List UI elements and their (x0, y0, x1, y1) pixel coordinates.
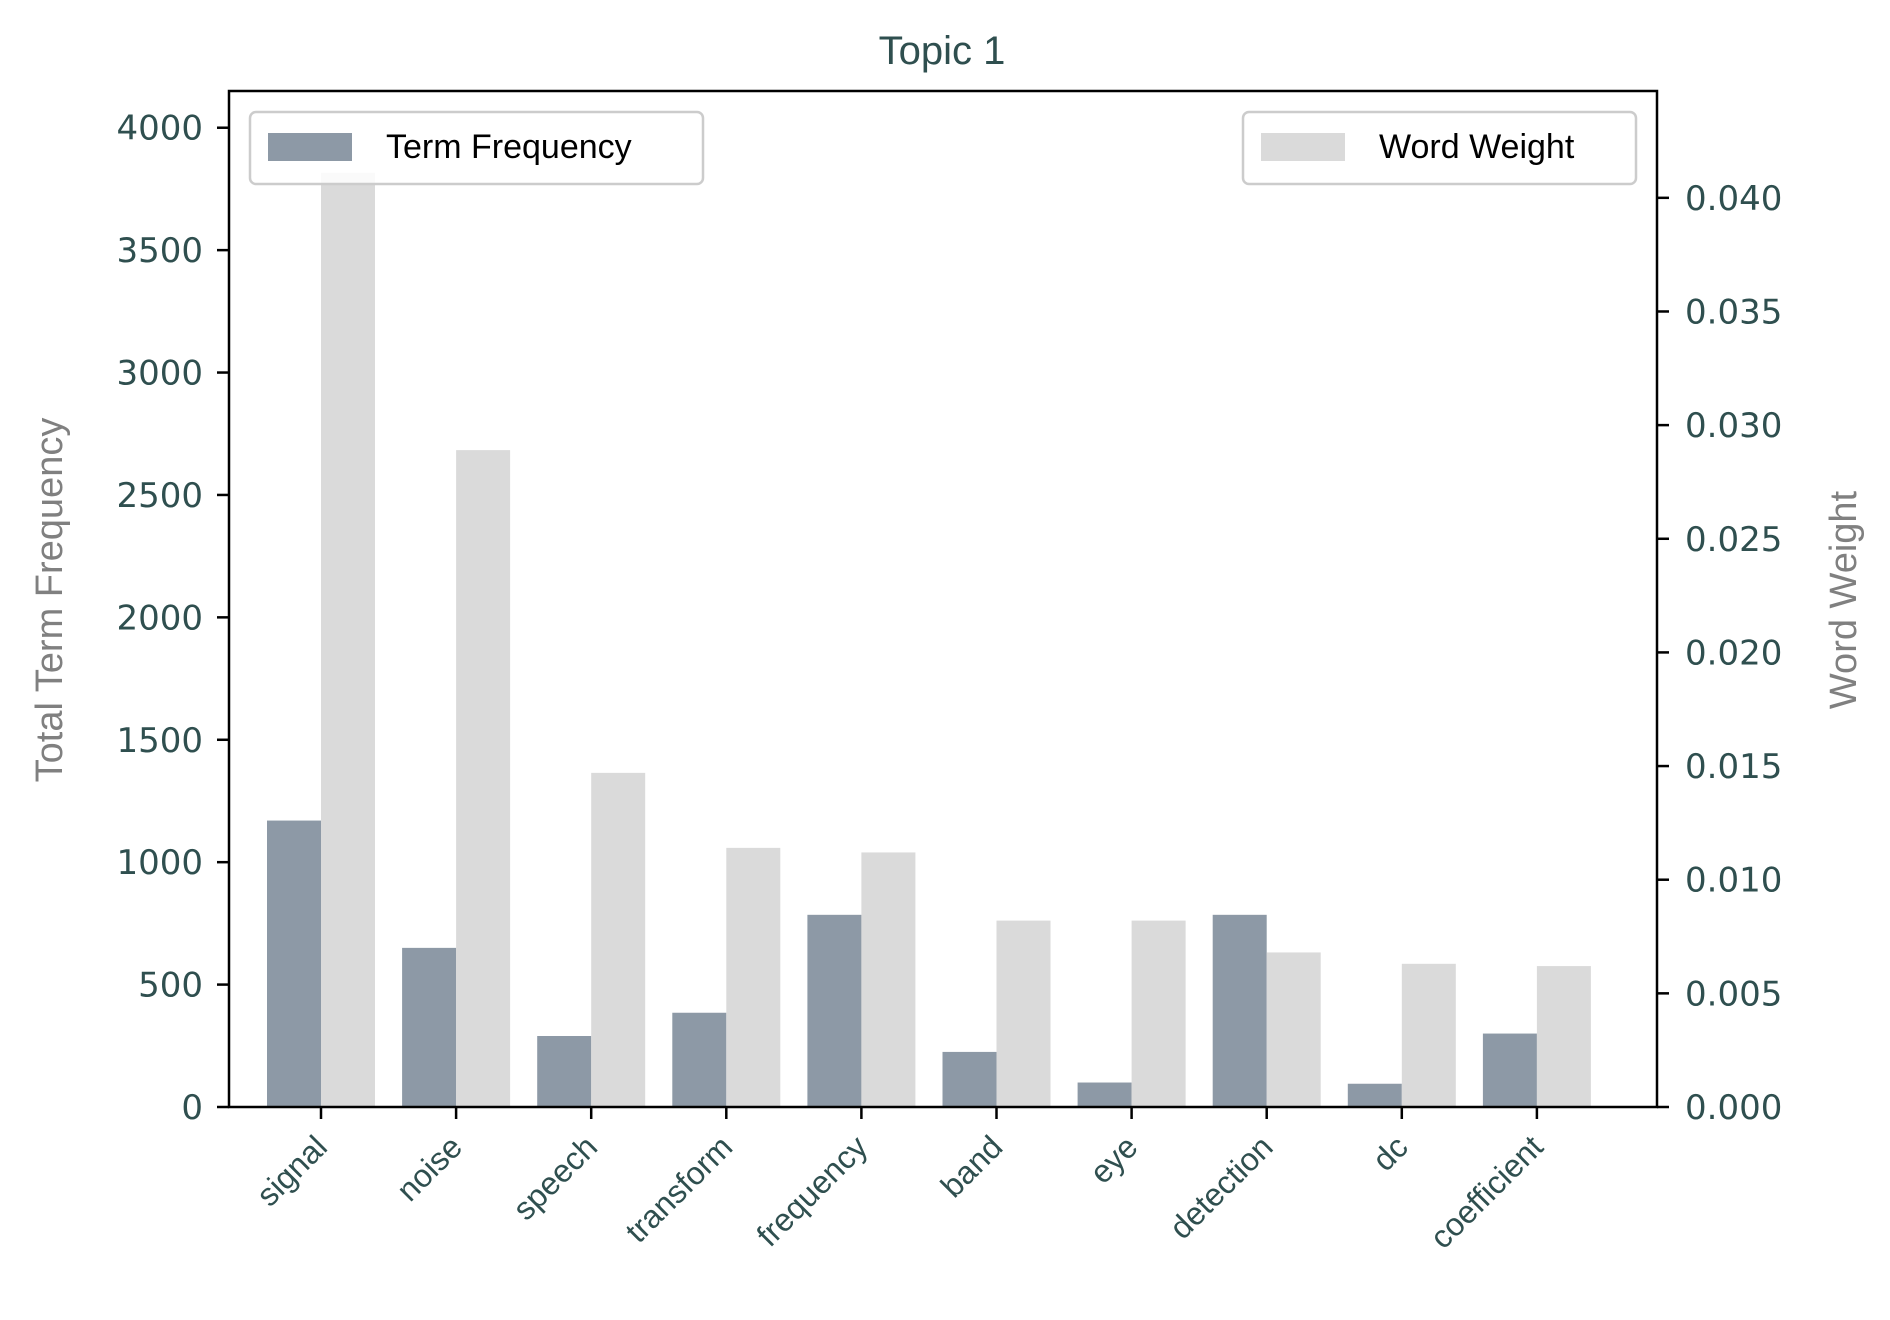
plot-frame (227, 89, 1659, 1109)
bar-term-frequency-detection (1212, 914, 1267, 1107)
legend-word-weight-frame (1241, 110, 1638, 186)
x-tick-label-dc: dc (1365, 1128, 1414, 1177)
right-y-tick-label: 0.000 (1685, 1088, 1782, 1128)
bar-word-weight-band (996, 920, 1051, 1107)
bar-word-weight-frequency (861, 852, 916, 1107)
bar-word-weight-dc (1401, 963, 1456, 1107)
right-y-tick-label: 0.035 (1685, 292, 1782, 332)
legend-term-frequency-frame (248, 110, 705, 186)
left-y-tick-label: 2500 (116, 476, 203, 516)
bar-word-weight-eye (1131, 920, 1186, 1107)
bar-word-weight-noise (456, 450, 511, 1107)
x-tick-label-noise: noise (390, 1128, 470, 1208)
x-tick-label-eye: eye (1083, 1128, 1145, 1190)
x-tick-label-transform: transform (618, 1128, 739, 1249)
right-y-tick-label: 0.025 (1685, 520, 1782, 560)
bar-term-frequency-dc (1347, 1083, 1402, 1107)
bar-term-frequency-signal (267, 820, 321, 1107)
left-y-tick-label: 500 (138, 966, 203, 1006)
bar-word-weight-coefficient (1536, 966, 1591, 1107)
word-weight-bars (321, 172, 1591, 1107)
bar-word-weight-detection (1266, 952, 1321, 1107)
term-frequency-bars (267, 820, 1537, 1107)
bar-term-frequency-transform (672, 1012, 727, 1107)
right-y-axis-label: Word Weight (1823, 490, 1865, 709)
bar-term-frequency-frequency (807, 914, 862, 1107)
bar-term-frequency-eye (1077, 1082, 1132, 1107)
bar-term-frequency-coefficient (1482, 1033, 1537, 1107)
right-y-tick-label: 0.020 (1685, 633, 1782, 673)
right-y-tick-label: 0.015 (1685, 747, 1782, 787)
left-y-axis-label: Total Term Frequency (29, 418, 71, 783)
x-tick-label-coefficient: coefficient (1423, 1128, 1550, 1255)
left-y-tick-label: 1500 (116, 721, 203, 761)
left-y-tick-label: 0 (181, 1088, 203, 1128)
bar-term-frequency-noise (402, 947, 457, 1107)
left-y-tick-label: 3000 (116, 354, 203, 394)
right-y-axis-ticks: 0.000 0.005 0.010 0.015 0.020 0.025 0.030 0.035… (1657, 179, 1782, 1128)
right-y-tick-label: 0.005 (1685, 974, 1782, 1014)
x-tick-label-speech: speech (506, 1128, 604, 1226)
bar-word-weight-transform (726, 847, 781, 1107)
x-tick-label-band: band (934, 1128, 1010, 1204)
x-tick-label-detection: detection (1162, 1128, 1279, 1245)
legend-word-weight-label: Word Weight (1379, 128, 1575, 166)
chart-title: Topic 1 (879, 29, 1006, 73)
bar-term-frequency-speech (537, 1036, 592, 1107)
right-y-tick-label: 0.030 (1685, 406, 1782, 446)
right-y-tick-label: 0.010 (1685, 861, 1782, 901)
left-y-tick-label: 1000 (116, 843, 203, 883)
legend-term-frequency: Term Frequency (248, 110, 705, 186)
legend-term-frequency-label: Term Frequency (386, 128, 632, 166)
left-y-tick-label: 4000 (116, 109, 203, 149)
legend-word-weight: Word Weight (1241, 110, 1638, 186)
left-y-axis-ticks: 0 500 1000 1500 2000 2500 3000 3500 4000 (116, 109, 229, 1128)
legend-term-frequency-swatch (268, 133, 352, 161)
bar-word-weight-signal (321, 172, 375, 1107)
bar-term-frequency-band (942, 1051, 997, 1107)
left-y-tick-label: 3500 (116, 231, 203, 271)
bar-word-weight-speech (591, 772, 646, 1107)
x-tick-label-frequency: frequency (750, 1128, 875, 1253)
left-y-tick-label: 2000 (116, 598, 203, 638)
legend-word-weight-swatch (1261, 133, 1345, 161)
x-axis-ticks: signal noise speech transform frequency band e… (249, 1107, 1550, 1255)
right-y-tick-label: 0.040 (1685, 179, 1782, 219)
x-tick-label-signal: signal (249, 1128, 334, 1213)
